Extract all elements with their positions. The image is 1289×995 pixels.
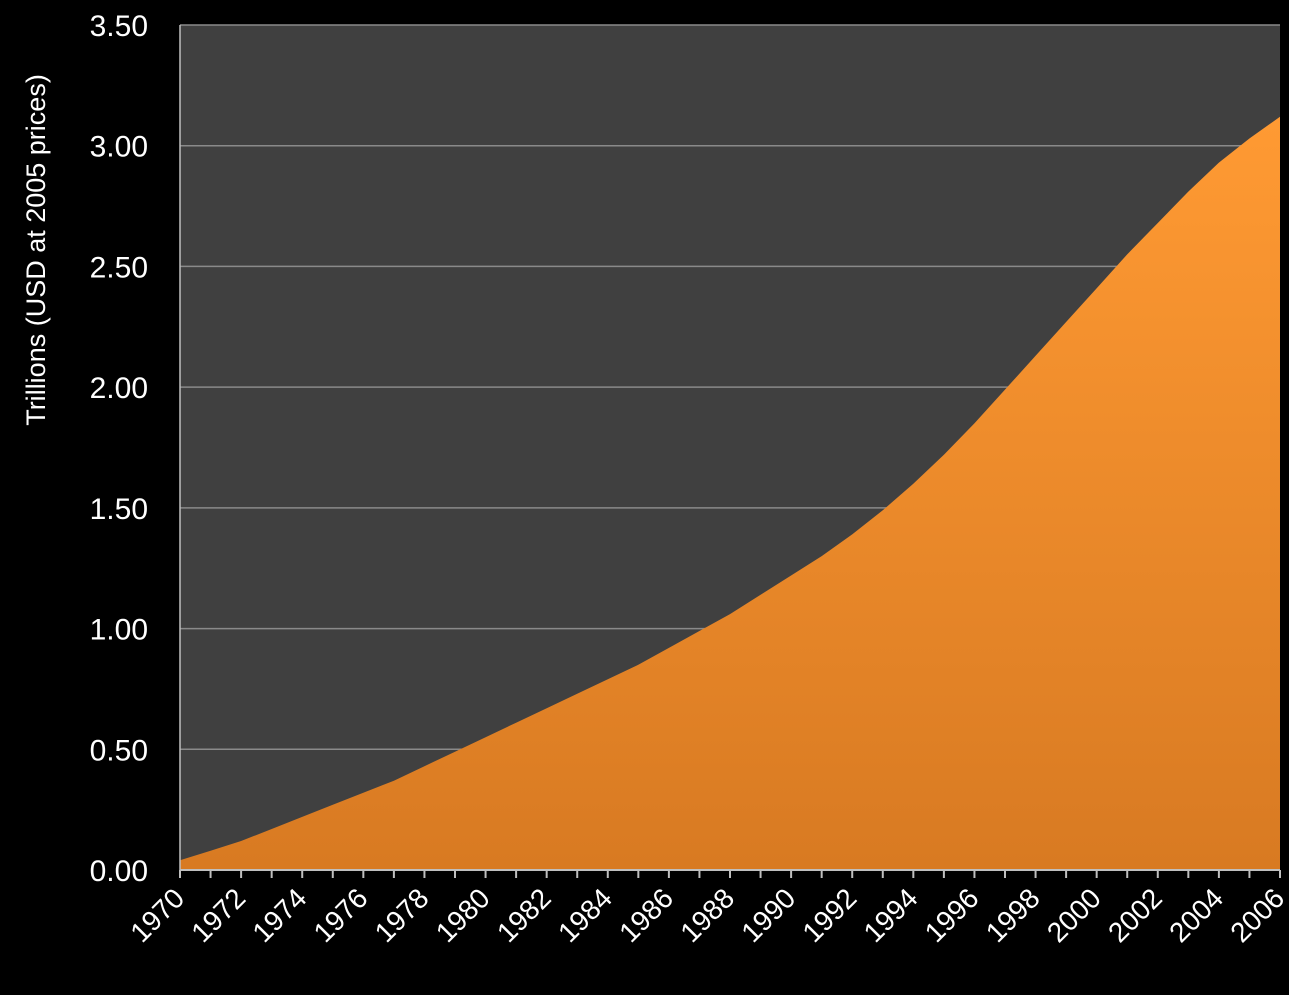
y-tick-label: 0.50 [90,734,148,767]
y-tick-label: 3.50 [90,10,148,43]
y-tick-label: 2.00 [90,372,148,405]
axes [179,25,1281,878]
y-tick-label: 0.00 [90,855,148,888]
y-axis-label: Trillions (USD at 2005 prices) [21,74,51,426]
y-tick-label: 1.50 [90,493,148,526]
y-tick-label: 2.50 [90,251,148,284]
y-tick-label: 1.00 [90,614,148,647]
y-tick-label: 3.00 [90,131,148,164]
y-axis-tick-labels: 0.00 0.50 1.00 1.50 2.00 2.50 3.00 3.50 [90,10,148,888]
area-series [180,116,1280,870]
